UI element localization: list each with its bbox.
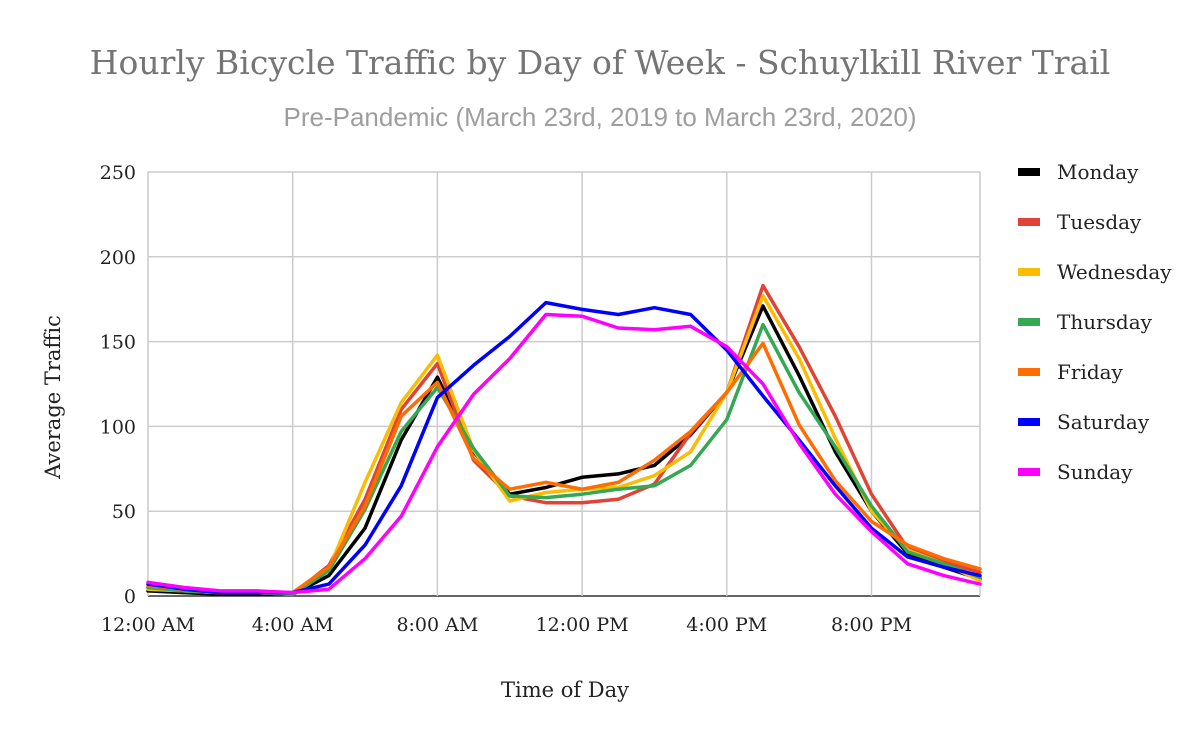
series-line-monday [146,304,982,597]
x-tick-label: 12:00 PM [536,614,629,636]
y-tick-label: 200 [100,247,136,269]
series-line-friday [146,341,982,595]
x-tick-label: 4:00 PM [686,614,767,636]
grid [147,171,981,597]
legend-label-saturday: Saturday [1057,410,1150,434]
legend-swatch-monday [1018,168,1040,176]
legend-label-friday: Friday [1057,360,1124,384]
x-axis-label: Time of Day [501,678,629,702]
legend-label-wednesday: Wednesday [1057,260,1172,284]
x-tick-label: 8:00 AM [396,614,478,636]
legend-swatch-wednesday [1018,268,1040,276]
legend-swatch-sunday [1018,468,1040,476]
y-tick-label: 150 [100,332,136,354]
legend-swatch-thursday [1018,318,1040,326]
series-lines [146,283,982,597]
y-tick-label: 250 [100,162,136,184]
legend-swatch-friday [1018,368,1040,376]
chart-title: Hourly Bicycle Traffic by Day of Week - … [90,43,1111,82]
legend-swatch-tuesday [1018,218,1040,226]
legend-label-tuesday: Tuesday [1057,210,1142,234]
legend-label-monday: Monday [1057,160,1139,184]
x-tick-label: 8:00 PM [831,614,912,636]
y-tick-label: 100 [100,416,136,438]
series-line-wednesday [146,294,982,597]
legend-label-thursday: Thursday [1057,310,1153,334]
series-line-saturday [146,300,982,595]
x-tick-label: 4:00 AM [252,614,334,636]
legend-swatch-saturday [1018,418,1040,426]
series-line-tuesday [146,283,982,597]
x-tick-label: 12:00 AM [101,614,195,636]
chart-subtitle: Pre-Pandemic (March 23rd, 2019 to March … [284,102,917,132]
y-tick-label: 0 [124,586,136,608]
x-axis-ticks: 12:00 AM 4:00 AM 8:00 AM 12:00 PM 4:00 PM 8:0… [101,614,912,636]
y-axis-ticks: 0 50 100 150 200 250 [100,162,136,608]
y-axis-label: Average Traffic [41,315,65,480]
legend: Monday Tuesday Wednesday Thursday Friday Satu… [1018,160,1172,484]
y-tick-label: 50 [112,501,136,523]
legend-label-sunday: Sunday [1057,460,1133,484]
series-line-sunday [146,312,982,595]
